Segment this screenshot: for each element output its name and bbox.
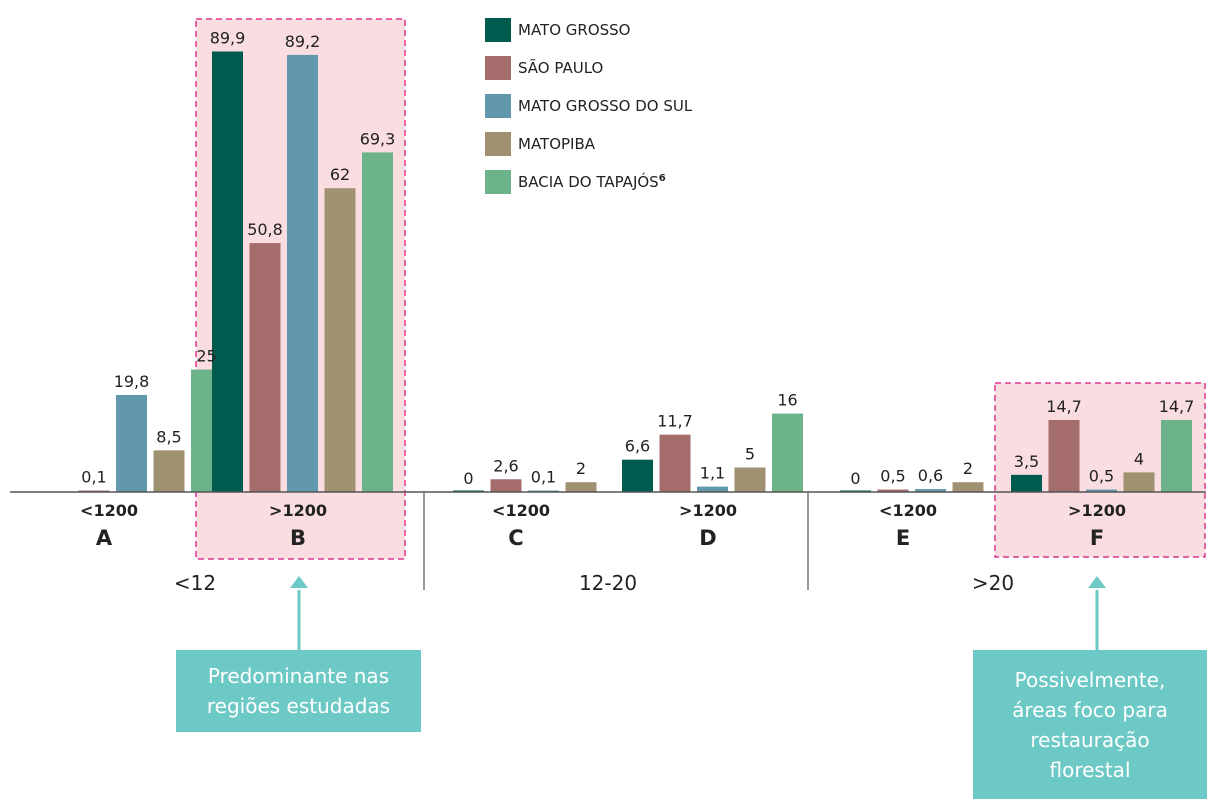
bar-b-s2 xyxy=(287,54,318,493)
group-label: 12-20 xyxy=(579,571,637,595)
sub-category-label: <1200 xyxy=(80,501,138,520)
callout-right-text: Possivelmente, áreas foco para restauraç… xyxy=(1012,667,1168,782)
group-label: >20 xyxy=(972,571,1014,595)
category-letter: A xyxy=(96,526,113,550)
legend-label: MATO GROSSO DO SUL xyxy=(518,97,693,115)
bar-d-s4 xyxy=(772,413,803,492)
data-label: 8,5 xyxy=(156,427,181,446)
bar-f-s0 xyxy=(1011,474,1042,492)
data-label: 1,1 xyxy=(700,464,725,483)
data-label: 89,2 xyxy=(285,32,321,51)
bar-b-s0 xyxy=(212,51,243,493)
bar-d-s0 xyxy=(622,459,653,492)
bar-b-s4 xyxy=(362,152,393,492)
data-label: 2 xyxy=(963,459,973,478)
bar-e-s2 xyxy=(915,489,946,492)
bar-d-s3 xyxy=(734,467,766,492)
callout-right: Possivelmente, áreas foco para restauraç… xyxy=(973,650,1207,799)
sub-category-label: <1200 xyxy=(492,501,550,520)
legend-swatch xyxy=(485,94,511,118)
callout-arrowhead-left xyxy=(290,576,308,588)
callout-arrowhead-right xyxy=(1088,576,1106,588)
bar-e-s1 xyxy=(877,489,909,492)
sub-category-label: <1200 xyxy=(879,501,937,520)
data-label: 0,5 xyxy=(1089,467,1114,486)
data-label: 6,6 xyxy=(625,437,650,456)
data-label: 0,5 xyxy=(880,467,905,486)
category-letter: E xyxy=(896,526,910,550)
bar-f-s3 xyxy=(1123,472,1155,492)
bar-a-s3 xyxy=(153,450,185,492)
group-label: <12 xyxy=(174,571,216,595)
callout-left-text: Predominante nas regiões estudadas xyxy=(206,664,391,718)
legend-label: MATO GROSSO xyxy=(518,21,630,39)
sub-category-label: >1200 xyxy=(1068,501,1126,520)
data-label: 14,7 xyxy=(1159,397,1195,416)
data-label: 2 xyxy=(576,459,586,478)
data-label: 50,8 xyxy=(247,220,283,239)
category-letter: B xyxy=(290,526,306,550)
legend-label: SÃO PAULO xyxy=(518,58,603,77)
legend-swatch xyxy=(485,132,511,156)
data-label: 0 xyxy=(850,469,860,488)
sub-category-label: >1200 xyxy=(679,501,737,520)
data-label: 19,8 xyxy=(114,372,150,391)
data-label: 69,3 xyxy=(360,129,396,148)
category-letter: C xyxy=(508,526,523,550)
data-label: 11,7 xyxy=(657,412,693,431)
bar-d-s2 xyxy=(697,486,728,492)
bar-b-s1 xyxy=(249,243,281,492)
bar-f-s4 xyxy=(1161,419,1192,492)
sub-category-label: >1200 xyxy=(269,501,327,520)
data-label: 3,5 xyxy=(1014,452,1039,471)
bar-a-s2 xyxy=(116,394,147,492)
legend: MATO GROSSO SÃO PAULO MATO GROSSO DO SUL MA… xyxy=(485,18,693,194)
bar-f-s1 xyxy=(1048,419,1080,492)
bar-e-s3 xyxy=(952,482,984,492)
data-label: 25 xyxy=(196,347,216,366)
bar-f-s2 xyxy=(1086,489,1117,492)
bar-d-s1 xyxy=(659,434,691,492)
data-label: 0,1 xyxy=(531,468,556,487)
bar-b-s3 xyxy=(324,188,356,492)
data-label: 2,6 xyxy=(493,456,518,475)
legend-label: BACIA DO TAPAJÓS6 xyxy=(518,172,666,191)
category-letter: F xyxy=(1090,526,1104,550)
data-label: 14,7 xyxy=(1046,397,1082,416)
data-label: 16 xyxy=(777,391,797,410)
data-label: 62 xyxy=(330,165,350,184)
data-label: 0 xyxy=(463,469,473,488)
data-label: 4 xyxy=(1134,449,1144,468)
data-label: 89,9 xyxy=(210,28,246,47)
legend-label: MATOPIBA xyxy=(518,135,596,153)
data-label: 5 xyxy=(745,445,755,464)
callout-left: Predominante nas regiões estudadas xyxy=(176,650,421,732)
data-label: 0,1 xyxy=(81,468,106,487)
data-label: 0,6 xyxy=(918,466,943,485)
category-letter: D xyxy=(699,526,716,550)
bar-c-s1 xyxy=(490,479,522,492)
legend-swatch xyxy=(485,170,511,194)
bar-c-s3 xyxy=(565,482,597,492)
legend-swatch xyxy=(485,18,511,42)
legend-swatch xyxy=(485,56,511,80)
